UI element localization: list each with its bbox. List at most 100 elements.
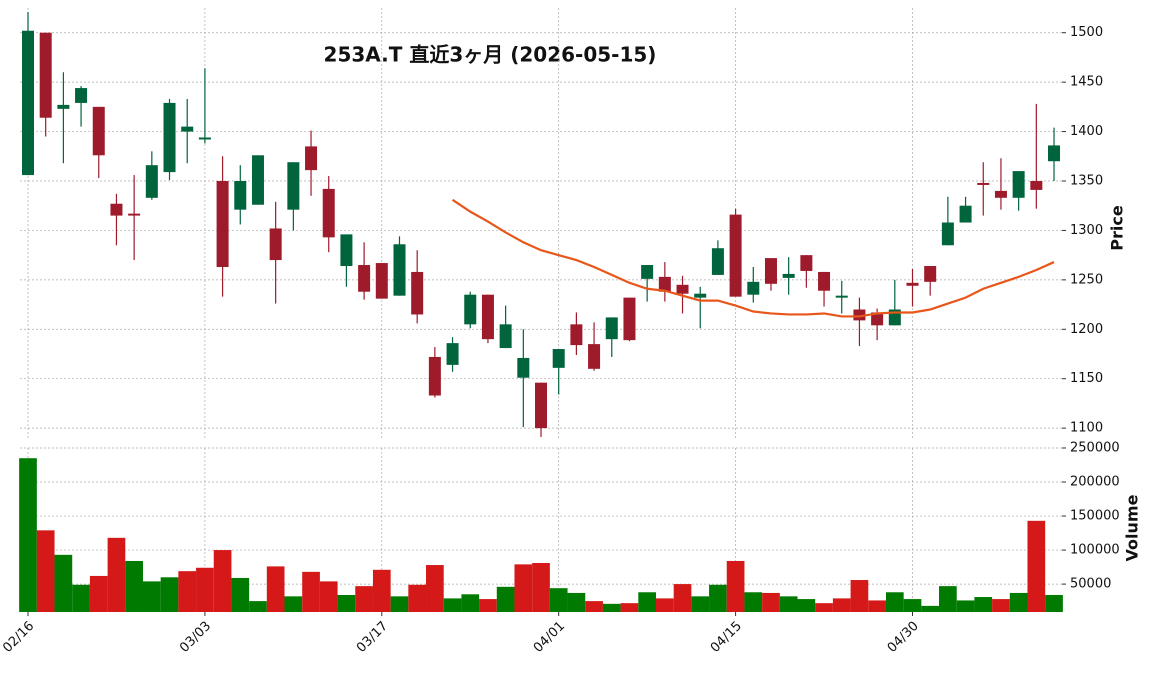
volume-bar: [125, 560, 143, 612]
candle-body: [1030, 180, 1043, 190]
volume-bar: [885, 592, 904, 612]
candle-body: [322, 188, 335, 238]
volume-bar: [974, 597, 993, 612]
volume-bar: [815, 603, 833, 612]
x-tick-label: 04/30: [885, 619, 922, 656]
candle-body: [163, 102, 176, 173]
y-tick-label: 1400: [1070, 124, 1103, 139]
y-tick-label: 200000: [1070, 475, 1120, 490]
candle-body: [676, 284, 689, 294]
candle-body: [92, 106, 105, 156]
volume-bar: [602, 603, 621, 612]
volume-bar: [691, 596, 710, 612]
volume-bar: [390, 596, 409, 612]
volume-bar: [514, 564, 533, 612]
volume-axis-label: Volume: [1123, 494, 1142, 561]
volume-bar: [744, 592, 763, 612]
x-tick-label: 02/16: [0, 619, 37, 656]
volume-bar: [638, 592, 656, 612]
volume-bar: [19, 458, 37, 612]
candle-body: [251, 155, 264, 205]
x-tick-label: 04/15: [708, 619, 745, 656]
volume-bar: [372, 569, 391, 612]
x-tick-label: 04/01: [531, 619, 568, 656]
candle-body: [588, 344, 601, 369]
volume-bar: [956, 600, 975, 612]
y-tick-label: 1100: [1070, 421, 1103, 436]
volume-bar: [231, 577, 250, 612]
candle-body: [764, 258, 777, 284]
volume-bar: [426, 565, 444, 612]
x-tick-label: 03/17: [354, 619, 391, 656]
y-tick-label: 1300: [1070, 223, 1103, 238]
candle-body: [216, 180, 229, 268]
candle-body: [22, 30, 34, 176]
candle-body: [924, 266, 937, 282]
volume-bar: [196, 567, 214, 612]
volume-bar: [319, 581, 338, 612]
candle-body: [1012, 171, 1025, 198]
volume-bar: [107, 537, 126, 612]
volume-bar: [213, 550, 232, 612]
candle-body: [39, 32, 52, 118]
y-tick-label: 250000: [1070, 441, 1120, 456]
candle-body: [499, 324, 512, 349]
volume-bar: [89, 575, 108, 612]
volume-bar: [921, 605, 940, 612]
chart-title: 253A.T 直近3ヶ月 (2026-05-15): [324, 43, 657, 67]
candle-body: [729, 214, 742, 297]
volume-bar: [797, 599, 816, 612]
volume-bar: [903, 599, 922, 612]
candle-body: [234, 180, 247, 210]
candle-body: [800, 255, 813, 271]
candle-body: [959, 205, 972, 223]
volume-bar: [479, 599, 497, 612]
candle-body: [128, 213, 141, 216]
candle-body: [517, 357, 530, 378]
volume-bar: [939, 586, 957, 612]
candle-body: [305, 146, 318, 171]
volume-bar: [992, 599, 1010, 612]
candle-body: [110, 203, 123, 216]
candle-body: [393, 244, 406, 296]
candle-body: [358, 265, 371, 292]
volume-bar: [355, 586, 373, 612]
candle-body: [994, 190, 1007, 198]
candle-body: [552, 349, 565, 368]
candle-body: [694, 293, 707, 298]
volume-bar: [496, 586, 515, 612]
x-tick-label: 03/03: [177, 619, 214, 656]
volume-bar: [1045, 594, 1063, 612]
y-tick-label: 1250: [1070, 272, 1103, 287]
candle-body: [287, 162, 300, 210]
candle-body: [535, 382, 548, 429]
candle-body: [428, 356, 441, 396]
candle-body: [145, 165, 158, 198]
volume-bar: [832, 598, 851, 612]
volume-bar: [461, 594, 480, 612]
candle-body: [747, 281, 760, 295]
volume-bar: [585, 601, 603, 612]
candle-body: [481, 294, 494, 340]
y-tick-label: 100000: [1070, 543, 1120, 558]
volume-bar: [709, 584, 727, 612]
candle-body: [941, 222, 954, 246]
candle-body: [711, 248, 724, 275]
volume-bar: [249, 601, 267, 612]
candle-body: [658, 276, 671, 292]
candle-body: [570, 324, 583, 346]
y-tick-label: 1200: [1070, 322, 1103, 337]
volume-bar: [1009, 592, 1028, 612]
volume-bar: [142, 581, 161, 612]
candle-body: [977, 182, 990, 185]
y-tick-label: 1500: [1070, 25, 1103, 40]
volume-bar: [302, 571, 320, 612]
y-tick-label: 1150: [1070, 371, 1103, 386]
volume-bar: [779, 596, 798, 612]
volume-bar: [673, 584, 692, 612]
volume-bar: [443, 598, 462, 612]
volume-bar: [160, 577, 179, 612]
candle-body: [871, 312, 884, 326]
volume-bar: [408, 584, 427, 612]
